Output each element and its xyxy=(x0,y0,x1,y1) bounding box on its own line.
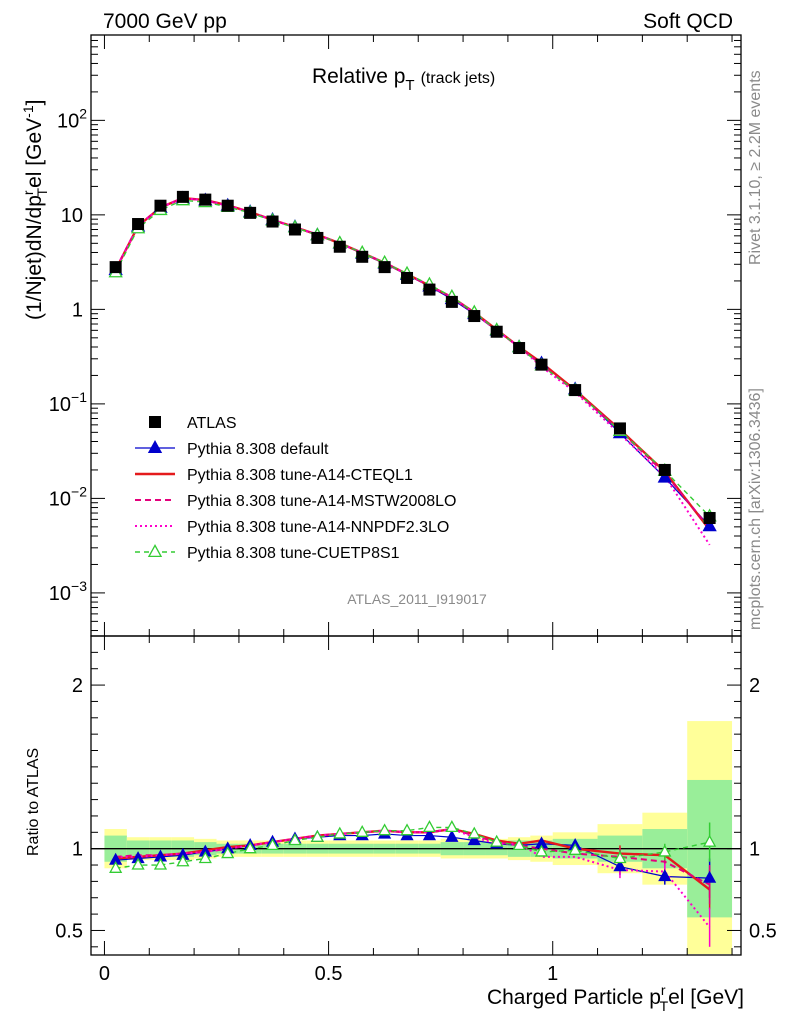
ratio-series-marker xyxy=(198,851,212,864)
ratio-y-tick-label: 2 xyxy=(72,675,83,697)
ratio-y-axis-label: Ratio to ATLAS xyxy=(25,748,42,856)
ratio-series-marker xyxy=(658,869,672,882)
ratio-series-marker xyxy=(109,860,123,873)
main-y-tick-label: 1 xyxy=(72,299,83,321)
atlas-data-point xyxy=(154,199,167,212)
atlas-data-point xyxy=(221,199,234,212)
atlas-data-point xyxy=(658,463,671,476)
atlas-data-point xyxy=(288,223,301,236)
ratio-series-marker xyxy=(422,828,437,841)
ratio-series-marker xyxy=(613,859,627,872)
ratio-series-line xyxy=(115,827,711,891)
ratio-series-marker xyxy=(153,857,168,870)
atlas-data-point xyxy=(703,512,716,525)
atlas-data-point xyxy=(109,261,122,274)
main-y-tick-label: 10 xyxy=(61,205,83,227)
atlas-data-point xyxy=(311,231,324,244)
ratio-y-tick-label: 0.5 xyxy=(55,920,83,942)
atlas-data-point xyxy=(132,218,145,231)
uncertainty-bands xyxy=(91,721,741,954)
x-tick-label: 0 xyxy=(99,963,110,985)
main-y-tick-label: 10−2 xyxy=(49,483,87,510)
ratio-series-marker xyxy=(703,870,717,883)
atlas-data-point xyxy=(401,271,414,284)
ratio-y-tick-label: 1 xyxy=(72,839,83,861)
main-y-axis-label: (1/Njet)dN/dprTel [GeV-1] xyxy=(20,100,50,320)
legend-label: Pythia 8.308 default xyxy=(187,441,329,458)
plot-frames xyxy=(90,34,742,956)
legend-label: Pythia 8.308 tune-CUETP8S1 xyxy=(187,545,400,562)
main-y-tick-label: 10−1 xyxy=(49,389,87,416)
mcplots-label: mcplots.cern.ch [arXiv:1306.3436] xyxy=(747,388,764,630)
ratio-series-line xyxy=(115,828,711,886)
atlas-data-point xyxy=(423,283,436,296)
legend-open-triangle-marker xyxy=(147,544,163,558)
ratio-series-marker xyxy=(422,820,437,833)
series-markers xyxy=(108,190,717,883)
ratio-series-marker xyxy=(658,844,672,857)
ratio-series-marker xyxy=(445,820,459,833)
x-tick-label: 0.5 xyxy=(315,963,343,985)
ratio-series-marker xyxy=(221,846,235,859)
ratio-series-marker xyxy=(512,838,526,851)
atlas-data-point xyxy=(445,295,458,308)
ratio-series-marker xyxy=(310,829,324,842)
ratio-series-marker xyxy=(490,834,504,847)
header-category-label: Soft QCD xyxy=(643,10,733,33)
ratio-plot-frame xyxy=(90,635,742,956)
ratio-series-marker xyxy=(243,841,257,854)
legend-label: Pythia 8.308 tune-A14-CTEQL1 xyxy=(187,467,413,484)
atlas-data-point xyxy=(356,250,369,263)
main-y-tick-label: 10−3 xyxy=(49,578,87,605)
main-series-marker xyxy=(657,469,672,483)
legend-label: Pythia 8.308 tune-A14-MSTW2008LO xyxy=(187,493,456,510)
atlas-data-point xyxy=(613,422,626,435)
ratio-series-marker xyxy=(467,833,481,846)
ratio-series-marker xyxy=(265,838,280,851)
ratio-y-tick-label-right: 0.5 xyxy=(749,920,777,942)
atlas-data-point xyxy=(244,206,257,219)
ratio-series-marker xyxy=(445,829,459,842)
atlas-data-point xyxy=(535,358,548,371)
ratio-series-marker xyxy=(288,833,302,846)
atlas-data-point xyxy=(199,193,212,206)
ratio-series-marker xyxy=(378,823,392,836)
x-tick-label: 1 xyxy=(547,963,558,985)
atlas-data-point xyxy=(490,325,503,338)
main-y-tick-label: 102 xyxy=(57,105,87,132)
plot-title: Relative pT (track jets) xyxy=(312,65,495,94)
legend-triangle-marker xyxy=(147,440,163,454)
ratio-series-marker xyxy=(176,854,190,867)
ratio-series-marker xyxy=(131,857,145,870)
rivet-label: Rivet 3.1.10, ≥ 2.2M events xyxy=(747,70,764,265)
atlas-data-point xyxy=(569,384,582,397)
axis-ticks: 102 10 1 10−1 10−2 10−3 2 2 1 1 0.5 0.5 0 0.5 1 xyxy=(49,34,777,985)
atlas-data-point xyxy=(333,240,346,253)
ratio-series-marker xyxy=(568,842,582,855)
legend-data-marker xyxy=(149,416,161,428)
header-energy-label: 7000 GeV pp xyxy=(103,10,227,33)
ratio-series-marker xyxy=(613,851,627,864)
ratio-series-marker xyxy=(703,834,717,847)
x-axis-label: Charged Particle pr Tel [GeV] xyxy=(487,982,744,1014)
ratio-series-marker xyxy=(355,824,369,837)
analysis-watermark: ATLAS_2011_I919017 xyxy=(347,591,487,607)
legend-label: Pythia 8.308 tune-A14-NNPDF2.3LO xyxy=(187,519,449,536)
ratio-series-marker xyxy=(534,844,549,857)
main-series-marker xyxy=(702,518,717,532)
atlas-data-point xyxy=(176,190,189,203)
legend-label: ATLAS xyxy=(187,415,237,432)
atlas-data-point xyxy=(468,310,481,323)
ratio-y-tick-label-right: 1 xyxy=(749,839,760,861)
atlas-data-point xyxy=(266,215,279,228)
atlas-data-point xyxy=(513,342,526,355)
ratio-series-marker xyxy=(333,826,347,839)
ratio-series-marker xyxy=(400,823,414,836)
ratio-series-marker xyxy=(467,826,481,839)
ratio-y-tick-label-right: 2 xyxy=(749,675,760,697)
atlas-data-point xyxy=(378,261,391,274)
legend: ATLAS Pythia 8.308 default Pythia 8.308 tu… xyxy=(135,415,456,562)
